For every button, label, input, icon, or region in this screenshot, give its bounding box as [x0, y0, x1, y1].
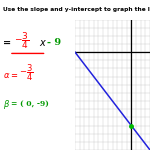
- Text: $x$: $x$: [39, 38, 47, 48]
- Text: = ( 0, -9): = ( 0, -9): [11, 100, 49, 108]
- Text: =: =: [10, 72, 17, 80]
- Text: - 9: - 9: [47, 39, 61, 48]
- Text: $\alpha$: $\alpha$: [3, 71, 10, 80]
- Text: $-\dfrac{3}{4}$: $-\dfrac{3}{4}$: [19, 63, 33, 83]
- Text: =: =: [3, 39, 11, 48]
- Text: $-\dfrac{3}{4}$: $-\dfrac{3}{4}$: [14, 30, 29, 51]
- Text: $\beta$: $\beta$: [3, 98, 10, 111]
- Text: Use the slope and y-intercept to graph the line: Use the slope and y-intercept to graph t…: [3, 7, 150, 12]
